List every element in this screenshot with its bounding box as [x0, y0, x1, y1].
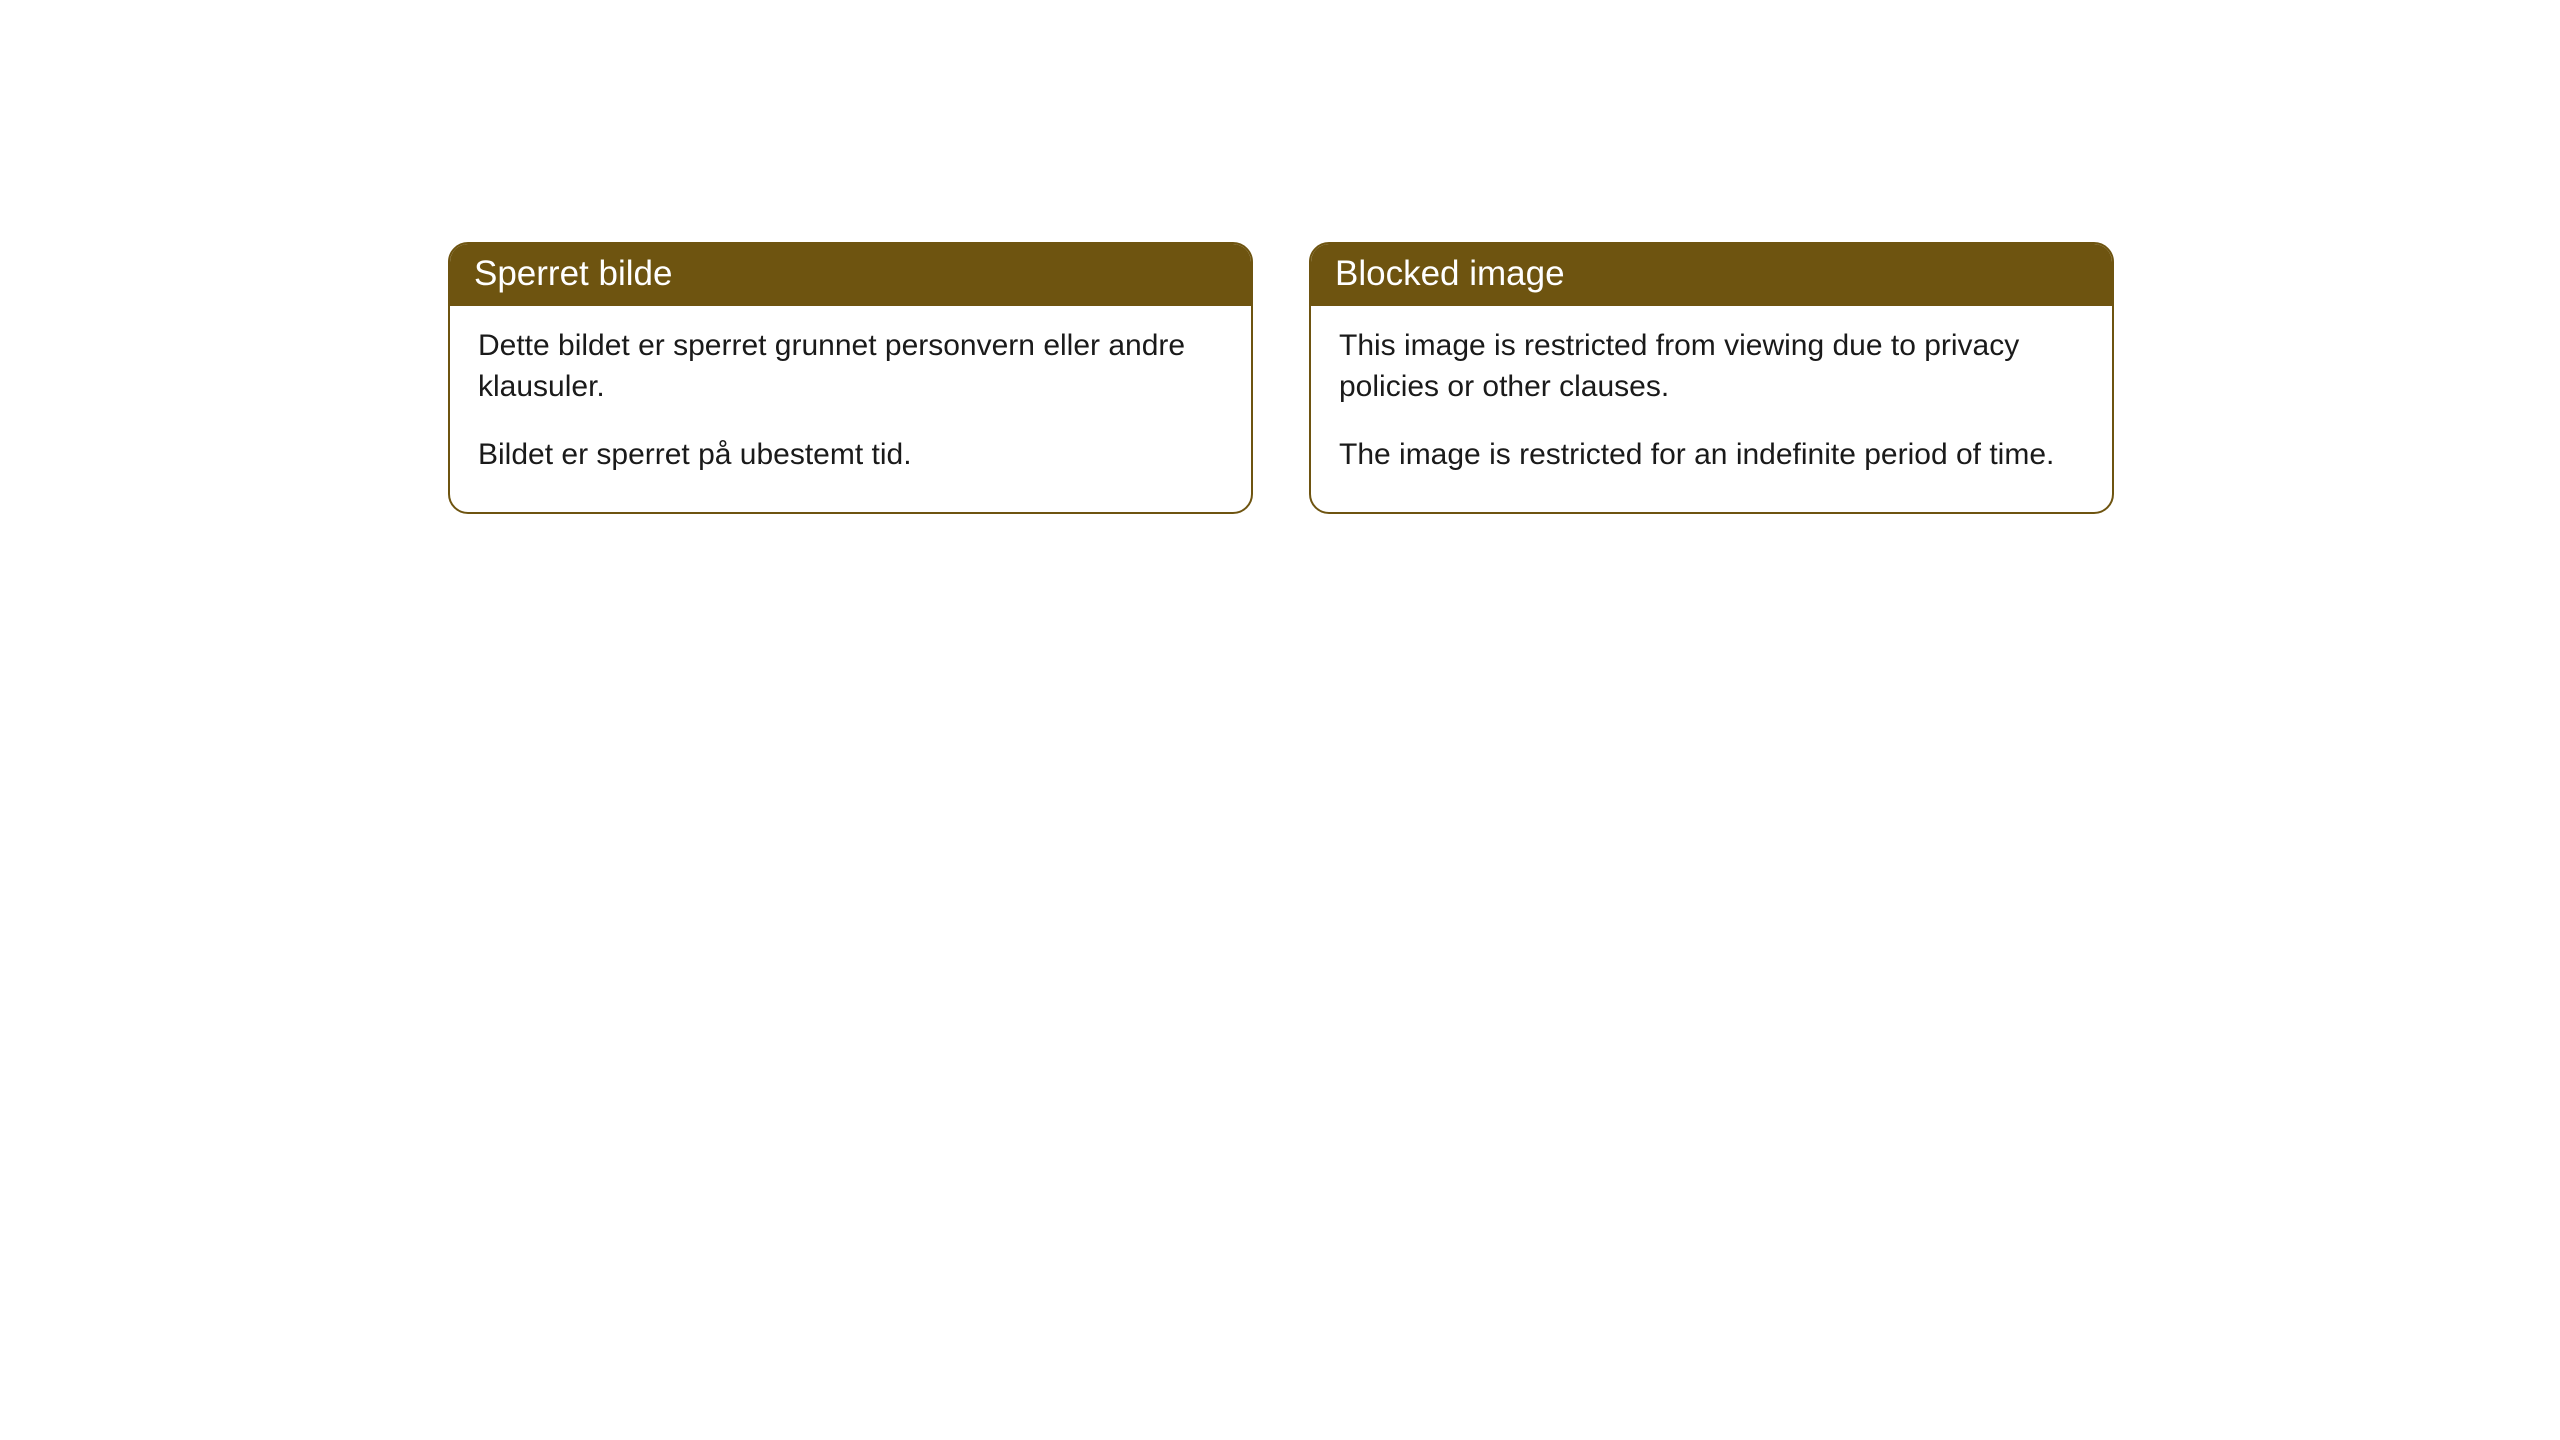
card-body: This image is restricted from viewing du…	[1311, 306, 2112, 512]
card-body: Dette bildet er sperret grunnet personve…	[450, 306, 1251, 512]
blocked-image-card-english: Blocked image This image is restricted f…	[1309, 242, 2114, 514]
card-paragraph-2: The image is restricted for an indefinit…	[1339, 435, 2084, 476]
card-title: Blocked image	[1335, 254, 1565, 293]
card-header: Blocked image	[1311, 244, 2112, 306]
card-header: Sperret bilde	[450, 244, 1251, 306]
notice-cards-container: Sperret bilde Dette bildet er sperret gr…	[0, 0, 2560, 514]
card-paragraph-1: Dette bildet er sperret grunnet personve…	[478, 326, 1223, 407]
card-paragraph-2: Bildet er sperret på ubestemt tid.	[478, 435, 1223, 476]
card-paragraph-1: This image is restricted from viewing du…	[1339, 326, 2084, 407]
blocked-image-card-norwegian: Sperret bilde Dette bildet er sperret gr…	[448, 242, 1253, 514]
card-title: Sperret bilde	[474, 254, 672, 293]
